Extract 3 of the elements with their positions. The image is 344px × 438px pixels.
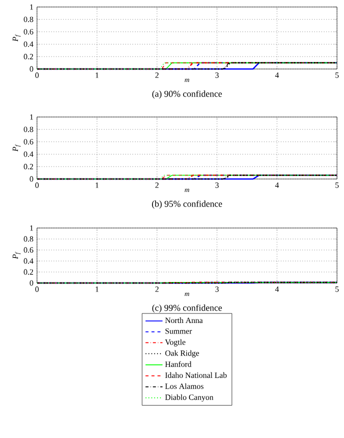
text: (b) 95% confidence (152, 200, 222, 209)
text: (c) 99% confidence (152, 304, 222, 313)
text: (a) 90% confidence (152, 90, 222, 99)
